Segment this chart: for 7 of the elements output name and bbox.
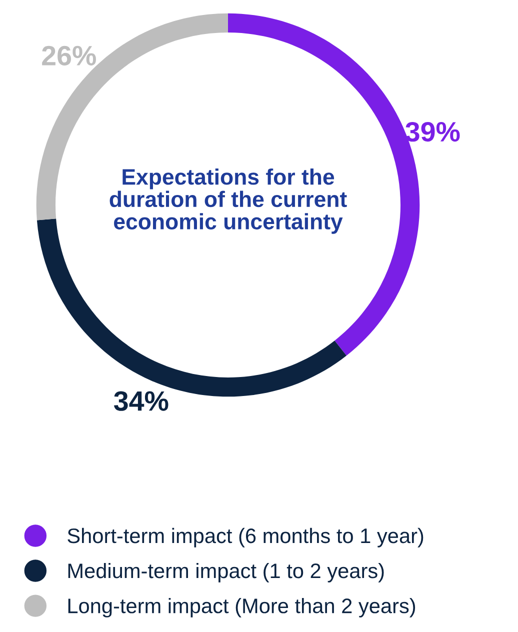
- data-label: 34%: [114, 391, 168, 411]
- text: Expectations for the duration of the current economic uncertainty: [110, 168, 347, 234]
- legend-label: Long-term impact (More than 2 years): [68, 598, 416, 618]
- legend-label: Medium-term impact (1 to 2 years): [68, 562, 384, 582]
- legend-label: Short-term impact (6 months to 1 year): [68, 528, 424, 548]
- data-label: 26%: [42, 46, 96, 66]
- data-label: 39%: [406, 122, 460, 142]
